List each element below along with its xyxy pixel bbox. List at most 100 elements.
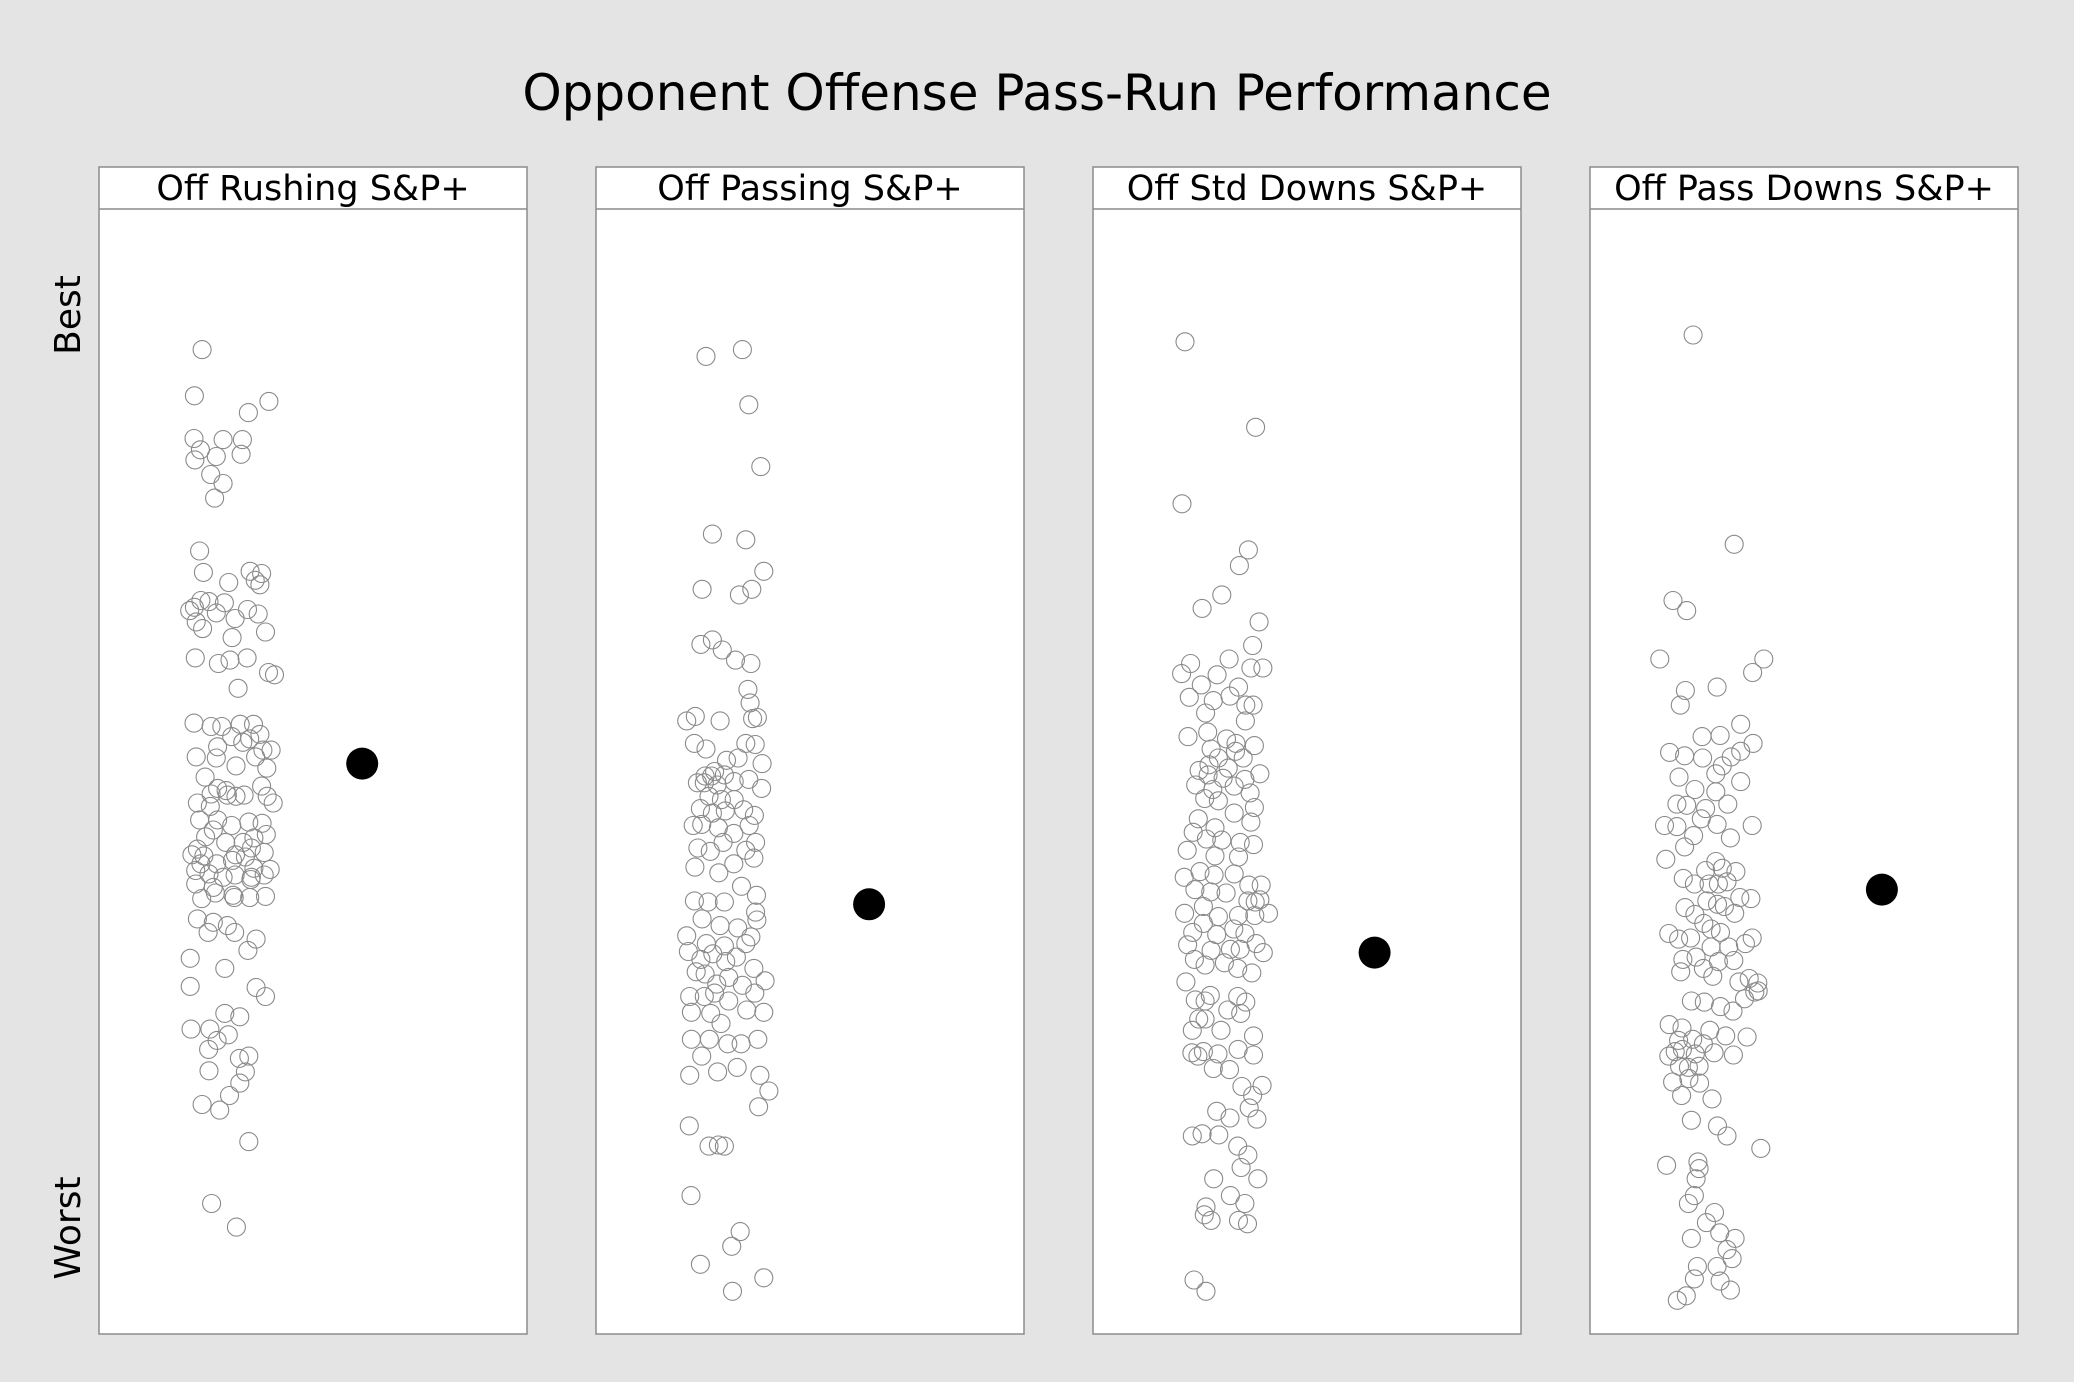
data-point: [728, 918, 748, 938]
data-point: [1675, 898, 1695, 918]
data-point: [1685, 779, 1705, 800]
data-point: [718, 1034, 738, 1054]
data-point: [699, 1029, 719, 1049]
data-point: [218, 1025, 238, 1045]
data-point: [187, 839, 207, 859]
data-point: [1690, 1073, 1710, 1093]
data-point: [1243, 1045, 1264, 1065]
data-point: [1244, 797, 1264, 818]
data-point: [192, 340, 212, 360]
highlight-point: [1865, 873, 1898, 906]
data-point: [1250, 890, 1270, 910]
data-point: [685, 706, 705, 726]
data-point: [1697, 891, 1717, 911]
data-point: [719, 991, 739, 1011]
data-point: [186, 612, 206, 632]
panel-4: Off Pass Downs S&P+: [1589, 166, 2019, 1335]
data-point: [1710, 1223, 1730, 1243]
data-point: [213, 430, 233, 450]
data-point: [1235, 923, 1255, 944]
data-point: [1174, 867, 1194, 887]
data-point: [1189, 1009, 1209, 1029]
data-point: [199, 1061, 219, 1081]
data-point: [754, 1002, 774, 1022]
data-point: [691, 634, 711, 654]
data-point: [1754, 649, 1774, 669]
panels-group: Off Rushing S&P+ Off Passing S&P+ Off Std …: [98, 166, 2019, 1335]
data-point: [1209, 1125, 1229, 1145]
data-point: [1208, 1044, 1228, 1064]
data-point: [1707, 1116, 1728, 1136]
data-point: [1219, 1060, 1240, 1080]
data-point: [253, 740, 273, 760]
data-point: [691, 949, 711, 969]
data-point: [186, 860, 206, 881]
data-point: [198, 922, 218, 942]
data-point: [699, 1136, 719, 1156]
data-point: [1672, 1039, 1692, 1059]
data-point: [187, 793, 207, 813]
data-point: [1683, 1029, 1703, 1049]
data-point: [1241, 658, 1261, 678]
data-point: [1253, 658, 1273, 678]
data-point: [1670, 695, 1690, 715]
data-point: [1659, 923, 1679, 944]
data-point: [1716, 1026, 1736, 1046]
data-point: [180, 601, 200, 621]
data-point: [191, 590, 211, 611]
data-point: [1193, 913, 1213, 933]
data-point: [220, 650, 240, 670]
data-point: [736, 934, 756, 954]
data-point: [1243, 695, 1263, 715]
data-point: [1182, 1126, 1202, 1146]
data-point: [741, 927, 761, 947]
data-point: [677, 926, 697, 946]
data-point: [202, 1193, 222, 1214]
data-point: [1192, 1124, 1212, 1144]
data-point: [1220, 1108, 1240, 1128]
data-point: [184, 386, 204, 406]
data-point: [1199, 755, 1219, 775]
data-point: [714, 765, 734, 785]
data-point: [213, 867, 233, 887]
data-point: [239, 1132, 259, 1152]
data-point: [1707, 894, 1728, 914]
data-point: [1672, 1018, 1692, 1038]
data-point: [1219, 649, 1239, 669]
data-point: [1702, 1089, 1722, 1109]
data-point: [1667, 794, 1687, 814]
data-point: [1710, 1271, 1730, 1291]
y-axis-worst-label: Worst: [48, 1176, 89, 1279]
data-point: [1212, 585, 1232, 605]
data-point: [1203, 1058, 1223, 1079]
data-point: [1710, 997, 1731, 1017]
data-point: [1703, 966, 1723, 986]
data-point: [187, 909, 207, 929]
data-point: [1663, 590, 1683, 611]
data-point: [226, 756, 246, 776]
data-point: [1195, 788, 1215, 809]
data-point: [744, 805, 764, 825]
data-point: [208, 810, 228, 830]
data-point: [1683, 325, 1703, 345]
data-point: [692, 1046, 712, 1066]
data-point: [1175, 903, 1195, 923]
data-point: [745, 983, 765, 1003]
data-point: [1196, 829, 1216, 849]
panel-3: Off Std Downs S&P+: [1092, 166, 1522, 1335]
data-point: [257, 758, 277, 778]
data-point: [684, 891, 704, 911]
data-point: [226, 786, 246, 806]
data-point: [1712, 756, 1732, 776]
data-point: [208, 653, 228, 674]
data-point: [206, 446, 226, 467]
data-point: [745, 734, 765, 755]
data-point: [252, 813, 272, 833]
data-point: [216, 781, 236, 801]
data-point: [739, 815, 759, 836]
data-point: [214, 593, 234, 613]
data-point: [1687, 1256, 1707, 1277]
data-point: [201, 716, 221, 737]
data-point: [260, 859, 280, 879]
data-point: [1707, 1256, 1727, 1277]
